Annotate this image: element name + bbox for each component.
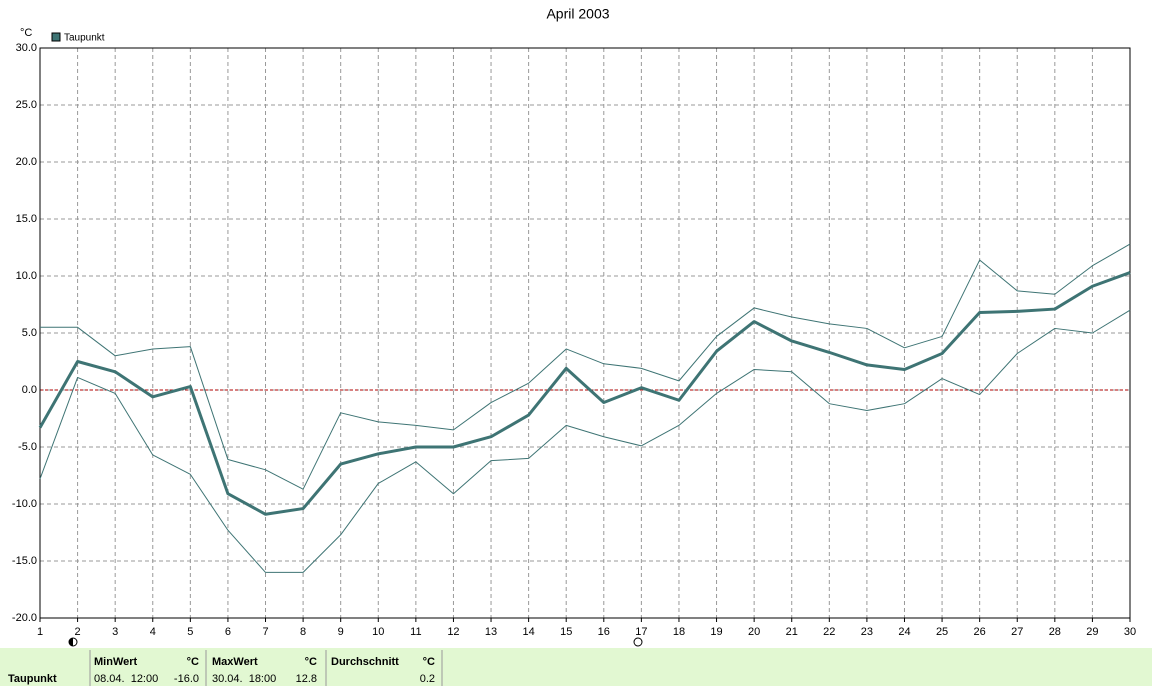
moon-icon: [633, 637, 643, 647]
x-tick-label: 11: [410, 626, 421, 638]
x-tick-label: 21: [786, 626, 798, 638]
summary-header: MinWert: [94, 656, 138, 668]
y-tick-label: -5.0: [18, 441, 37, 453]
x-tick-label: 18: [673, 626, 685, 638]
x-tick-label: 30: [1124, 626, 1136, 638]
x-tick-label: 20: [748, 626, 760, 638]
x-tick-label: 13: [485, 626, 497, 638]
y-tick-label: 0.0: [22, 384, 37, 396]
y-tick-label: 20.0: [16, 156, 37, 168]
summary-unit: °C: [305, 656, 317, 668]
legend-swatch: [51, 32, 61, 42]
x-tick-label: 12: [447, 626, 459, 638]
x-tick-label: 14: [522, 626, 534, 638]
x-tick-label: 3: [112, 626, 118, 638]
series-line: [38, 271, 1131, 516]
y-tick-label: 25.0: [16, 99, 37, 111]
x-tick-label: 1: [37, 626, 43, 638]
summary-unit: °C: [187, 656, 199, 668]
y-tick-label: 15.0: [16, 213, 37, 225]
moon-icon: [69, 638, 73, 646]
x-tick-label: 5: [187, 626, 193, 638]
summary-unit: °C: [423, 656, 435, 668]
range-line: [39, 309, 1131, 573]
y-tick-label: 10.0: [16, 270, 37, 282]
y-tick-label: -20.0: [12, 612, 37, 624]
chart-title: April 2003: [546, 6, 609, 22]
x-tick-label: 28: [1049, 626, 1061, 638]
y-tick-label: 5.0: [22, 327, 37, 339]
y-tick-label: -15.0: [12, 555, 37, 567]
y-tick-label: 30.0: [16, 42, 37, 54]
x-tick-label: 4: [150, 626, 156, 638]
x-tick-label: 17: [635, 626, 647, 638]
summary-value: 0.2: [420, 673, 435, 685]
summary-header: MaxWert: [212, 656, 258, 668]
summary-value: -16.0: [174, 673, 199, 685]
y-unit: °C: [20, 27, 32, 39]
summary-when: 08.04. 12:00: [94, 673, 158, 685]
range-line: [40, 243, 1131, 490]
x-tick-label: 22: [823, 626, 835, 638]
x-tick-label: 10: [372, 626, 384, 638]
plot: -20.0 -15.0 -10.0 -5.0 0.0 5.0 10.0 15.0 20.0 25.…: [12, 32, 1136, 638]
summary-bar: [0, 648, 1152, 686]
y-tick-label: -10.0: [12, 498, 37, 510]
x-tick-label: 8: [300, 626, 306, 638]
x-tick-label: 2: [75, 626, 81, 638]
x-tick-label: 6: [225, 626, 231, 638]
x-tick-label: 9: [338, 626, 344, 638]
summary-when: 30.04. 18:00: [212, 673, 276, 685]
x-tick-label: 25: [936, 626, 948, 638]
x-tick-label: 27: [1011, 626, 1023, 638]
plot-frame: [39, 47, 1131, 619]
x-tick-label: 7: [262, 626, 268, 638]
x-tick-label: 15: [560, 626, 572, 638]
x-tick-label: 24: [898, 626, 910, 638]
x-tick-label: 19: [710, 626, 722, 638]
legend-label: Taupunkt: [64, 33, 105, 44]
x-tick-label: 23: [861, 626, 873, 638]
x-tick-label: 29: [1086, 626, 1098, 638]
summary-value: 12.8: [296, 673, 317, 685]
x-tick-label: 26: [974, 626, 986, 638]
summary-header: Durchschnitt: [331, 656, 399, 668]
x-tick-label: 16: [598, 626, 610, 638]
summary-row-label: Taupunkt: [8, 673, 57, 685]
